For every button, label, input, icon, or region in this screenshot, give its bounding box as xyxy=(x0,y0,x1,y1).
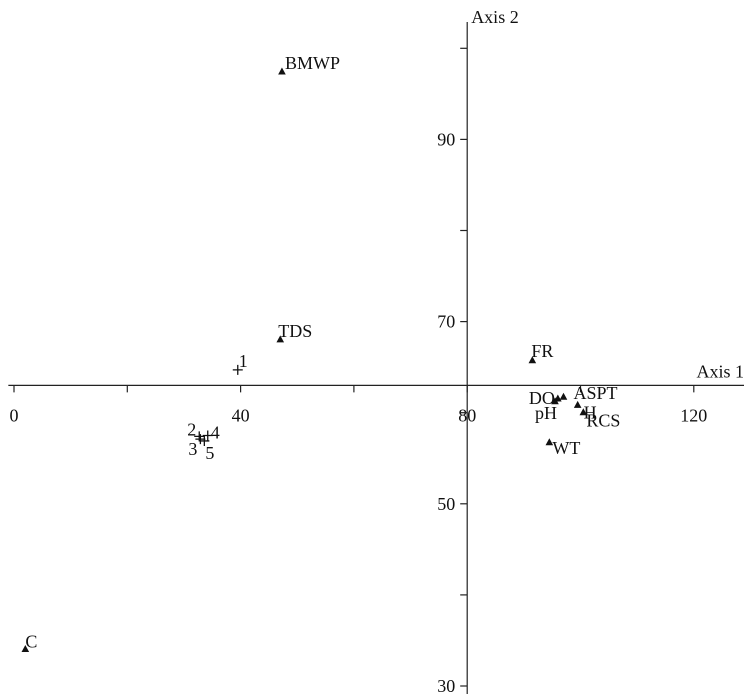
point-marker-wt xyxy=(545,438,554,446)
point-marker-fr xyxy=(528,356,537,364)
x-tick-label-80: 80 xyxy=(458,405,476,425)
point-label-aspt: ASPT xyxy=(574,383,618,403)
point-marker-rcs xyxy=(579,408,588,416)
point-label-bmwp: BMWP xyxy=(285,53,340,73)
x-axis-ticks: 0 40 80 120 xyxy=(10,385,707,425)
point-label-rcs: RCS xyxy=(586,411,620,431)
point-marker-site-1 xyxy=(232,364,243,375)
point-label-2: 2 xyxy=(187,419,196,439)
point-marker-site-5 xyxy=(199,435,210,446)
x-axis-title: Axis 1 xyxy=(696,361,744,381)
point-label-c: C xyxy=(25,632,37,652)
point-label-3: 3 xyxy=(188,439,197,459)
point-label-4: 4 xyxy=(211,422,220,442)
y-tick-label-70: 70 xyxy=(437,312,455,332)
y-tick-label-50: 50 xyxy=(437,494,455,514)
point-label-do: DO xyxy=(529,388,555,408)
point-label-wt: WT xyxy=(552,438,580,458)
x-tick-label-40: 40 xyxy=(232,405,250,425)
point-marker-bmwp xyxy=(278,67,286,75)
point-label-ph: pH xyxy=(535,403,557,423)
point-marker-c xyxy=(21,645,30,653)
y-tick-label-90: 90 xyxy=(437,129,455,149)
point-marker-h xyxy=(573,400,582,408)
point-label-1: 1 xyxy=(239,351,248,371)
point-label-5: 5 xyxy=(205,443,214,463)
x-tick-label-120: 120 xyxy=(680,405,707,425)
point-label-tds: TDS xyxy=(278,321,312,341)
point-marker-site-4 xyxy=(202,430,213,441)
y-tick-label-30: 30 xyxy=(437,676,455,695)
y-axis-ticks: 30 50 70 90 xyxy=(437,47,468,695)
point-marker-aspt xyxy=(559,392,568,400)
x-tick-label-0: 0 xyxy=(10,405,19,425)
point-marker-ph xyxy=(551,397,559,405)
point-marker-tds xyxy=(276,335,285,343)
y-axis-title: Axis 2 xyxy=(471,7,519,27)
point-label-h: H xyxy=(584,402,597,422)
point-label-fr: FR xyxy=(531,341,553,361)
